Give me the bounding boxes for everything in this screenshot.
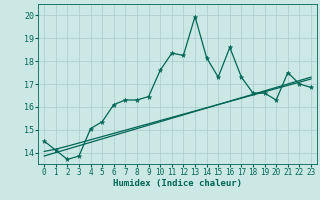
X-axis label: Humidex (Indice chaleur): Humidex (Indice chaleur)	[113, 179, 242, 188]
